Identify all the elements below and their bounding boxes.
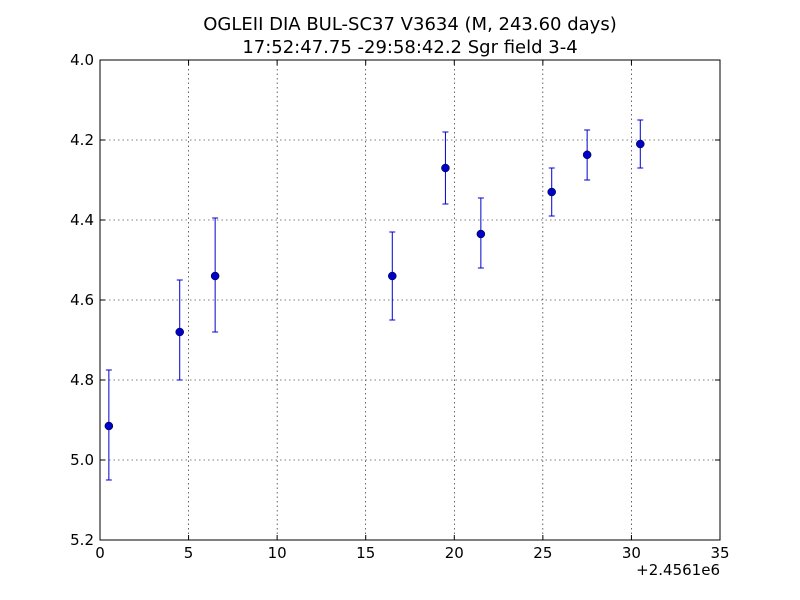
- x-tick-label: 0: [95, 544, 105, 562]
- data-point: [388, 271, 397, 281]
- data-point: [441, 163, 450, 173]
- y-tick-label: 4.6: [70, 291, 94, 309]
- y-tick-label: 5.2: [70, 531, 94, 549]
- grid: [100, 60, 720, 540]
- x-offset-label: +2.4561e6: [636, 561, 720, 579]
- y-tick-label: 4.0: [70, 51, 94, 69]
- chart-subtitle: 17:52:47.75 -29:58:42.2 Sgr field 3-4: [242, 37, 577, 58]
- data-point: [582, 150, 592, 160]
- x-tick-label: 20: [445, 544, 464, 562]
- x-tick-label: 30: [622, 544, 641, 562]
- y-tick-label: 4.8: [70, 371, 94, 389]
- data-point: [210, 271, 220, 281]
- x-tick-label: 25: [533, 544, 552, 562]
- x-tick-label: 35: [710, 544, 729, 562]
- y-tick-label: 4.4: [70, 211, 94, 229]
- axis-ticks: 0 5 10 15 20 25 30 35 4.0 4.2 4.4 4.6 4.8 5.0 5.2: [70, 51, 729, 562]
- chart-title: OGLEII DIA BUL-SC37 V3634 (M, 243.60 day…: [203, 14, 616, 35]
- y-tick-label: 4.2: [70, 131, 94, 149]
- data-point: [175, 327, 184, 337]
- data-point: [476, 229, 486, 239]
- x-tick-label: 5: [184, 544, 194, 562]
- data-point: [547, 187, 556, 197]
- y-tick-label: 5.0: [70, 451, 94, 469]
- x-tick-label: 10: [268, 544, 287, 562]
- data-points: [104, 139, 645, 431]
- x-tick-label: 15: [356, 544, 375, 562]
- data-point: [104, 421, 114, 431]
- plot-frame: [99, 59, 721, 541]
- data-point: [636, 139, 645, 149]
